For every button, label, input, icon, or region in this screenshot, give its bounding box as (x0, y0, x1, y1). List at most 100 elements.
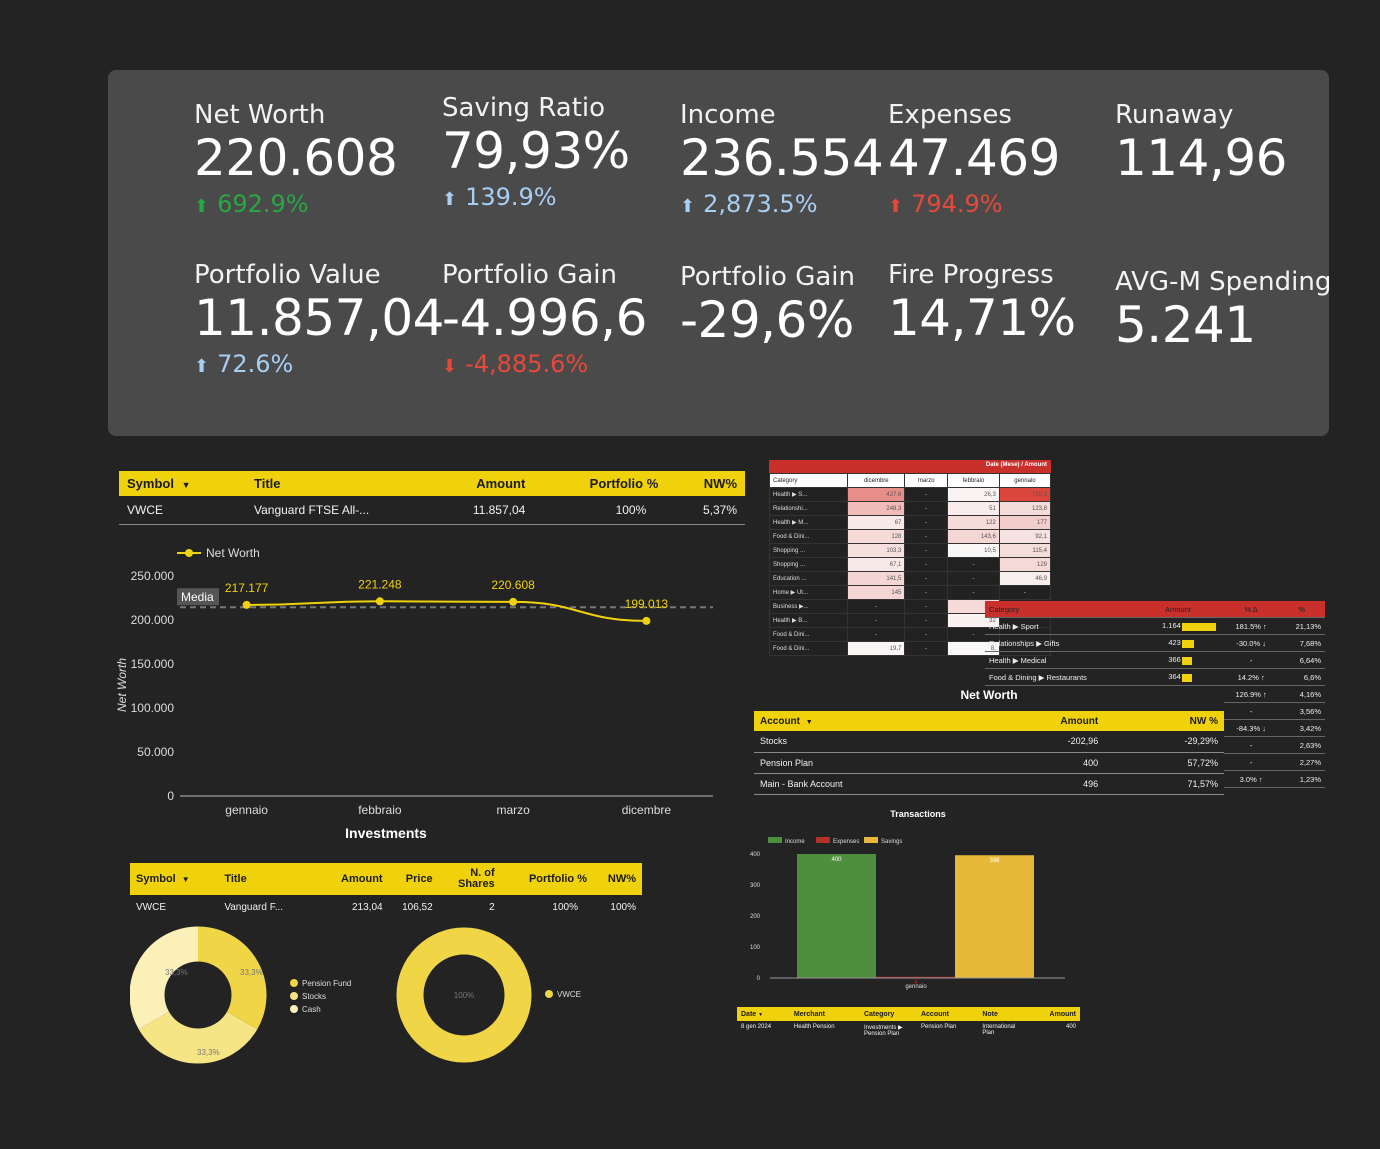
cell-category: Relationships ▶ Gifts (985, 634, 1133, 652)
pivot-header[interactable]: Category (768, 473, 849, 488)
data-point[interactable] (509, 597, 518, 606)
data-point[interactable] (375, 597, 384, 606)
column-header-note[interactable]: Note (981, 1007, 1029, 1021)
pivot-category: Shopping ... (768, 543, 849, 558)
pivot-row[interactable]: Shopping ... 103,3-10,5 115,4 (768, 543, 1052, 558)
cell-shares: 2 (489, 901, 495, 913)
column-header-category[interactable]: Category (862, 1007, 920, 1021)
donut-slice[interactable] (138, 1010, 258, 1064)
pivot-row[interactable]: Shopping ... 67,1- -129 (768, 557, 1052, 572)
donut-slice[interactable] (197, 926, 267, 1030)
pivot-cell: - (998, 585, 1052, 600)
cell-pct-change: 3.0% ↑ (1223, 770, 1279, 788)
kpi-value: 11.857,04 (194, 289, 444, 347)
column-header-category[interactable]: Category (985, 601, 1133, 618)
table-row[interactable]: Relationships ▶ Gifts 423 -30.0% ↓ 7,68% (985, 634, 1325, 652)
category-spending-table: Category Amount % Δ % Health ▶ Sport 1.16… (985, 601, 1325, 788)
column-header-price[interactable]: Price (383, 863, 434, 895)
column-header-symbol[interactable]: Symbol ▼ (130, 863, 224, 895)
table-row[interactable]: VWCE Vanguard F... 213,04 106,52 2 100% … (130, 895, 642, 919)
pivot-header[interactable]: marzo (904, 473, 949, 488)
column-header-account[interactable]: Account ▼ (754, 711, 966, 731)
column-header-title[interactable]: Title (253, 471, 435, 496)
table-row[interactable]: -3,56% (985, 702, 1325, 720)
pivot-header[interactable]: febbraio (947, 473, 1000, 488)
pivot-cell: - (947, 571, 1000, 586)
table-row[interactable]: Food & Dining ▶ Restaurants 364 14.2% ↑ 6,6… (985, 668, 1325, 686)
column-header-shares[interactable]: N. of Shares (433, 863, 496, 895)
bar[interactable] (876, 976, 955, 978)
table-row[interactable]: 8 gen 2024 Health Pension Investments ▶ … (737, 1021, 1080, 1038)
column-header-date[interactable]: Date ▼ (737, 1007, 793, 1021)
transactions-table: Date ▼ Merchant Category Account Note Am… (737, 1007, 1080, 1038)
cell-amount: 11.857,04 (472, 502, 526, 517)
pivot-row[interactable]: Home ▶ Ut... 145- - - (768, 585, 1052, 600)
kpi-label: Portfolio Gain (442, 260, 618, 290)
pivot-row[interactable]: Relationshi... 248,3-51 123,8 (768, 501, 1052, 516)
column-header-nw-pct[interactable]: NW% (678, 471, 745, 496)
table-row[interactable]: Pension Plan 400 57,72% (754, 752, 1224, 773)
portfolio-table: Symbol ▼ Title Amount Portfolio % NW% VW… (119, 471, 745, 525)
column-header-account[interactable]: Account (919, 1007, 982, 1021)
column-header-merchant[interactable]: Merchant (792, 1007, 863, 1021)
column-header-portfolio-pct[interactable]: Portfolio % (495, 863, 588, 895)
sort-desc-icon[interactable]: ▼ (805, 718, 813, 726)
pivot-cell: - (947, 557, 1000, 572)
cell-pct: 6,64% (1278, 651, 1325, 669)
table-row[interactable]: Stocks -202,96 -29,29% (754, 731, 1224, 752)
kpi-delta: 794.9% (911, 190, 1003, 218)
kpi-value: 47.469 (888, 129, 1060, 187)
table-row[interactable]: 126.9% ↑ 4,16% (985, 685, 1325, 703)
sort-desc-icon[interactable]: ▼ (181, 480, 191, 490)
column-header-amount[interactable]: Amount (316, 863, 384, 895)
legend-label: Income (785, 839, 805, 845)
pivot-header[interactable]: dicembre (847, 473, 906, 488)
bar[interactable] (797, 854, 876, 978)
pivot-row[interactable]: Health ▶ S... 427,6-26,3 710,3 (768, 487, 1052, 502)
data-label: 217.177 (225, 581, 269, 595)
pivot-row[interactable]: Education ... 141,5- -46,9 (768, 571, 1052, 586)
kpi-value: 14,71% (888, 289, 1076, 347)
column-header-nw-pct[interactable]: NW% (588, 863, 642, 895)
pivot-header[interactable]: gennaio (998, 473, 1052, 488)
data-point[interactable] (642, 616, 651, 625)
cell-amount: 366 (1132, 651, 1224, 669)
cell-amount: 1.164 (1132, 617, 1224, 635)
bar[interactable] (955, 855, 1034, 978)
cell-amount: 364 (1132, 668, 1224, 686)
column-header-portfolio-pct[interactable]: Portfolio % (539, 471, 679, 496)
column-header-title[interactable]: Title (223, 863, 317, 895)
table-row[interactable]: Health ▶ Medical 366-6,64% (985, 651, 1325, 669)
column-header-nw-pct[interactable]: NW % (1128, 711, 1224, 731)
arrow-up-icon: ⬆ (442, 189, 458, 210)
pivot-row[interactable]: Health ▶ M... 67-122 177 (768, 515, 1052, 530)
cell-pct-change: - (1223, 702, 1279, 720)
data-label: 4 (914, 980, 918, 986)
pivot-cell: 10,5 (947, 543, 1000, 558)
table-row[interactable]: Health ▶ Sport 1.164 181.5% ↑ 21,13% (985, 617, 1325, 635)
sort-desc-icon[interactable]: ▼ (758, 1011, 764, 1018)
column-header-amount[interactable]: Amount (965, 711, 1129, 731)
pivot-row[interactable]: Food & Dini... 128-143,6 92,1 (768, 529, 1052, 544)
column-header-pct[interactable]: % (1278, 601, 1325, 618)
table-row[interactable]: -84.3% ↓ 3,42% (985, 719, 1325, 737)
column-header-symbol[interactable]: Symbol ▼ (119, 471, 253, 496)
cell-account: Pension Plan (760, 757, 814, 768)
cell-account: Pension Plan (920, 1024, 957, 1030)
sort-desc-icon[interactable]: ▼ (181, 875, 190, 884)
table-row[interactable]: -2,63% (985, 736, 1325, 754)
column-header-amount[interactable]: Amount (434, 471, 540, 496)
table-row[interactable]: 3.0% ↑ 1,23% (985, 770, 1325, 788)
pivot-cell: 67 (847, 515, 906, 530)
donut-slice[interactable] (130, 926, 199, 1030)
column-header-amount[interactable]: Amount (1028, 1007, 1080, 1021)
table-row[interactable]: VWCE Vanguard FTSE All-... 11.857,04 100… (119, 496, 745, 524)
table-row[interactable]: Main - Bank Account 496 71,57% (754, 773, 1224, 794)
column-header-amount[interactable]: Amount (1132, 601, 1224, 618)
transactions-bar-chart: Income Expenses Savings 0 100 200 300 400 400 4… (750, 837, 1065, 990)
table-row[interactable]: -2,27% (985, 753, 1325, 771)
data-label: 396 (989, 858, 1000, 864)
pivot-category: Shopping ... (768, 557, 849, 572)
column-header-pct-change[interactable]: % Δ (1223, 601, 1279, 618)
data-point[interactable] (242, 600, 251, 609)
